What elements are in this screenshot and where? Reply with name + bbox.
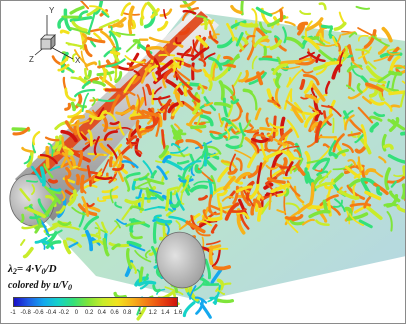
- colorbar-ticks: -1 -0.8 -0.6 -0.4 -0.2 0 0.2 0.4 0.6 0.8 1 1.2 1.4 1.…: [9, 310, 189, 319]
- colorbar-tick-label: -0.4: [45, 310, 57, 316]
- colorbar-tick-label: 0.2: [84, 310, 94, 316]
- axis-triad: [34, 15, 74, 60]
- colorbar-tick-label: 0.4: [97, 310, 107, 316]
- colorbar-tick-label: -0.8: [20, 310, 31, 316]
- triad-z-label: Z: [29, 55, 34, 64]
- colorbar-tick-label: 0.8: [123, 310, 132, 316]
- colored-by-label: colored by u/V0: [8, 280, 72, 292]
- colorbar-tick-label: 1.6: [173, 310, 183, 316]
- colorbar-tick-label: 1.4: [161, 310, 170, 316]
- colored-by-text: colored by u/V: [8, 280, 68, 291]
- lambda-v-subscript: 0: [41, 267, 46, 276]
- downstream-cylinder-cap: [156, 231, 206, 289]
- lambda-expression: 4·V: [25, 263, 42, 275]
- colorbar-tick-label: -0.6: [33, 310, 44, 316]
- colored-by-subscript: 0: [68, 283, 72, 292]
- triad-x-label: X: [75, 56, 81, 65]
- lambda-symbol: λ: [8, 263, 13, 275]
- triad-cube: [40, 38, 52, 50]
- lambda-subscript: 2: [12, 267, 17, 276]
- colorbar-tick-label: -1: [10, 310, 16, 316]
- lambda-tail: /D: [45, 263, 57, 275]
- downstream-cylinder: [156, 231, 206, 289]
- triad-y-label: Y: [49, 6, 55, 15]
- colorbar-tick-label: -0.2: [58, 310, 69, 316]
- colorbar-tick-label: 1: [138, 310, 142, 316]
- lambda2-equation: λ2= 4·V0/D: [8, 263, 57, 276]
- colorbar-tick-label: 0.6: [110, 310, 119, 316]
- colorbar: [13, 297, 178, 307]
- colorbar-tick-label: 1.2: [148, 310, 157, 316]
- colorbar-tick-label: 0: [74, 310, 79, 316]
